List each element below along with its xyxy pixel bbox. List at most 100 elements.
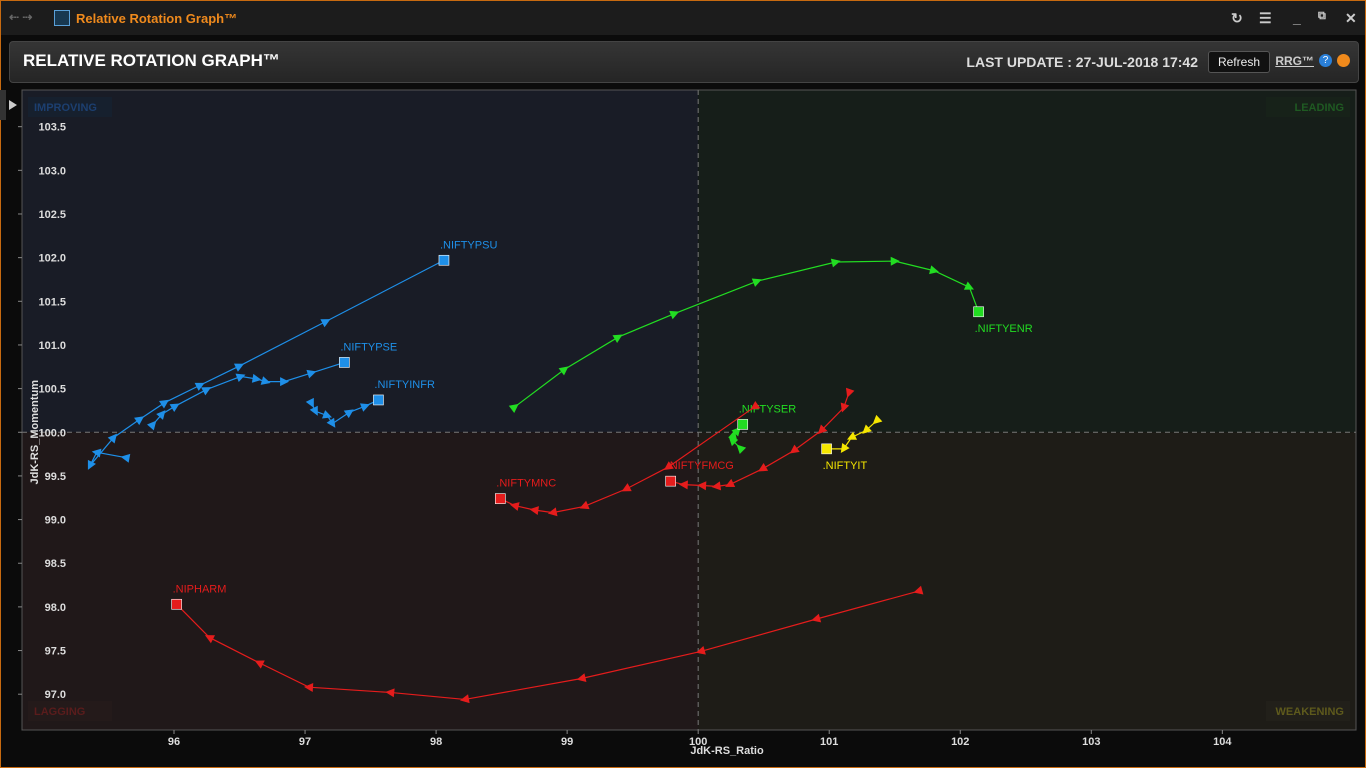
- y-tick-label: 97.5: [45, 646, 66, 658]
- trail-marker: [579, 500, 590, 510]
- quadrant-improving: [22, 90, 699, 433]
- trail-marker: [156, 410, 166, 420]
- nav-arrows[interactable]: ⇠ ⇢: [9, 10, 33, 24]
- trail-marker: [201, 387, 212, 396]
- trail-marker: [254, 660, 265, 669]
- head-marker: [821, 443, 832, 455]
- trail: [514, 260, 980, 408]
- trail-marker: [91, 448, 102, 458]
- restore[interactable]: ⧉: [1318, 10, 1326, 22]
- rrg-link[interactable]: RRG™: [1275, 54, 1314, 68]
- x-tick-label: 99: [561, 736, 573, 748]
- trail-marker: [251, 373, 262, 383]
- quadrant-weakening: [698, 432, 1356, 730]
- trail-marker: [872, 414, 883, 425]
- trail-marker: [306, 369, 317, 379]
- trail-marker: [845, 387, 855, 398]
- head-marker: [973, 306, 984, 318]
- quadrant-label-bg: [28, 97, 112, 117]
- trail: [152, 361, 345, 425]
- trail-marker: [736, 444, 747, 454]
- last-update: LAST UPDATE : 27-JUL-2018 17:42: [966, 54, 1198, 70]
- series-label: .NIFTYFMCG: [667, 460, 734, 472]
- y-tick-label: 100.0: [38, 427, 66, 439]
- minimize[interactable]: _: [1293, 10, 1301, 26]
- trail-marker: [697, 481, 707, 491]
- y-tick-label: 101.5: [38, 296, 66, 308]
- trail-marker: [862, 424, 872, 434]
- trail-marker: [107, 433, 117, 444]
- quadrant-label-bg: [28, 701, 112, 721]
- trail-marker: [359, 403, 370, 412]
- trail-marker: [811, 613, 822, 623]
- head-marker: [438, 254, 450, 266]
- trail-marker: [509, 502, 520, 511]
- quadrant-label: LAGGING: [34, 706, 85, 718]
- trail-marker: [326, 417, 336, 428]
- trail-marker: [320, 319, 331, 328]
- series-label: .NIFTYPSE: [340, 341, 397, 353]
- x-tick-label: 103: [1082, 736, 1100, 748]
- y-tick-label: 101.0: [38, 340, 66, 352]
- trail-marker: [711, 481, 722, 491]
- trail-marker: [309, 405, 318, 416]
- head-marker: [665, 475, 676, 487]
- trail-marker: [846, 431, 858, 440]
- trail-marker: [576, 673, 587, 682]
- refresh-icon[interactable]: ↻: [1231, 10, 1243, 26]
- y-tick-label: 103.0: [38, 165, 66, 177]
- quadrant-leading: [698, 90, 1356, 433]
- menu-icon[interactable]: ☰: [1259, 10, 1272, 26]
- series-label: .NIPHARM: [173, 583, 227, 595]
- trail-marker: [322, 410, 333, 419]
- trail-marker: [204, 635, 215, 644]
- y-tick-label: 102.5: [38, 209, 66, 221]
- trail-marker: [621, 483, 632, 492]
- series-label: .NIFTYPSU: [440, 239, 498, 251]
- y-tick-label: 98.0: [45, 602, 66, 614]
- y-tick-label: 99.5: [45, 471, 66, 483]
- trail-marker: [840, 402, 850, 413]
- x-tick-label: 102: [951, 736, 969, 748]
- trail-marker: [169, 403, 180, 412]
- trail: [670, 392, 850, 488]
- trail-marker: [830, 258, 841, 268]
- x-tick-label: 100: [689, 736, 707, 748]
- head-marker: [339, 357, 350, 368]
- x-tick-label: 96: [168, 736, 180, 748]
- y-tick-label: 97.0: [45, 689, 66, 701]
- trail-marker: [260, 376, 271, 385]
- trail-marker: [817, 424, 828, 435]
- quadrant-label: WEAKENING: [1276, 706, 1344, 718]
- trail-marker: [343, 409, 354, 419]
- side-toggle[interactable]: [9, 100, 17, 110]
- y-tick-label: 98.5: [45, 558, 66, 570]
- trail-marker: [678, 480, 688, 490]
- play-icon[interactable]: [1337, 54, 1350, 67]
- refresh-button[interactable]: Refresh: [1207, 51, 1270, 73]
- series-label: .NIFTYSER: [739, 403, 797, 415]
- header-panel: RELATIVE ROTATION GRAPH™ LAST UPDATE : 2…: [9, 41, 1359, 83]
- quadrant-label-bg: [1266, 97, 1350, 117]
- trail-marker: [913, 585, 924, 595]
- trail-marker: [558, 366, 569, 376]
- series-label: .NIFTYINFR: [374, 379, 435, 391]
- trail: [176, 590, 919, 701]
- trail-marker: [194, 382, 205, 391]
- series-label: .NIFTYMNC: [496, 478, 556, 490]
- head-marker: [737, 419, 749, 430]
- head-marker: [171, 598, 182, 610]
- x-tick-label: 104: [1213, 736, 1232, 748]
- trail-marker: [303, 682, 314, 692]
- series-label: .NIFTYENR: [975, 323, 1033, 335]
- x-tick-label: 97: [299, 736, 311, 748]
- page-title: RELATIVE ROTATION GRAPH™: [23, 51, 280, 70]
- trail-marker: [547, 507, 558, 517]
- trail-marker: [159, 399, 169, 409]
- close[interactable]: ✕: [1345, 10, 1357, 26]
- help-icon[interactable]: ?: [1319, 54, 1332, 67]
- y-tick-label: 99.0: [45, 515, 66, 527]
- trail-marker: [459, 694, 470, 704]
- x-axis-title: JdK-RS_Ratio: [690, 745, 764, 757]
